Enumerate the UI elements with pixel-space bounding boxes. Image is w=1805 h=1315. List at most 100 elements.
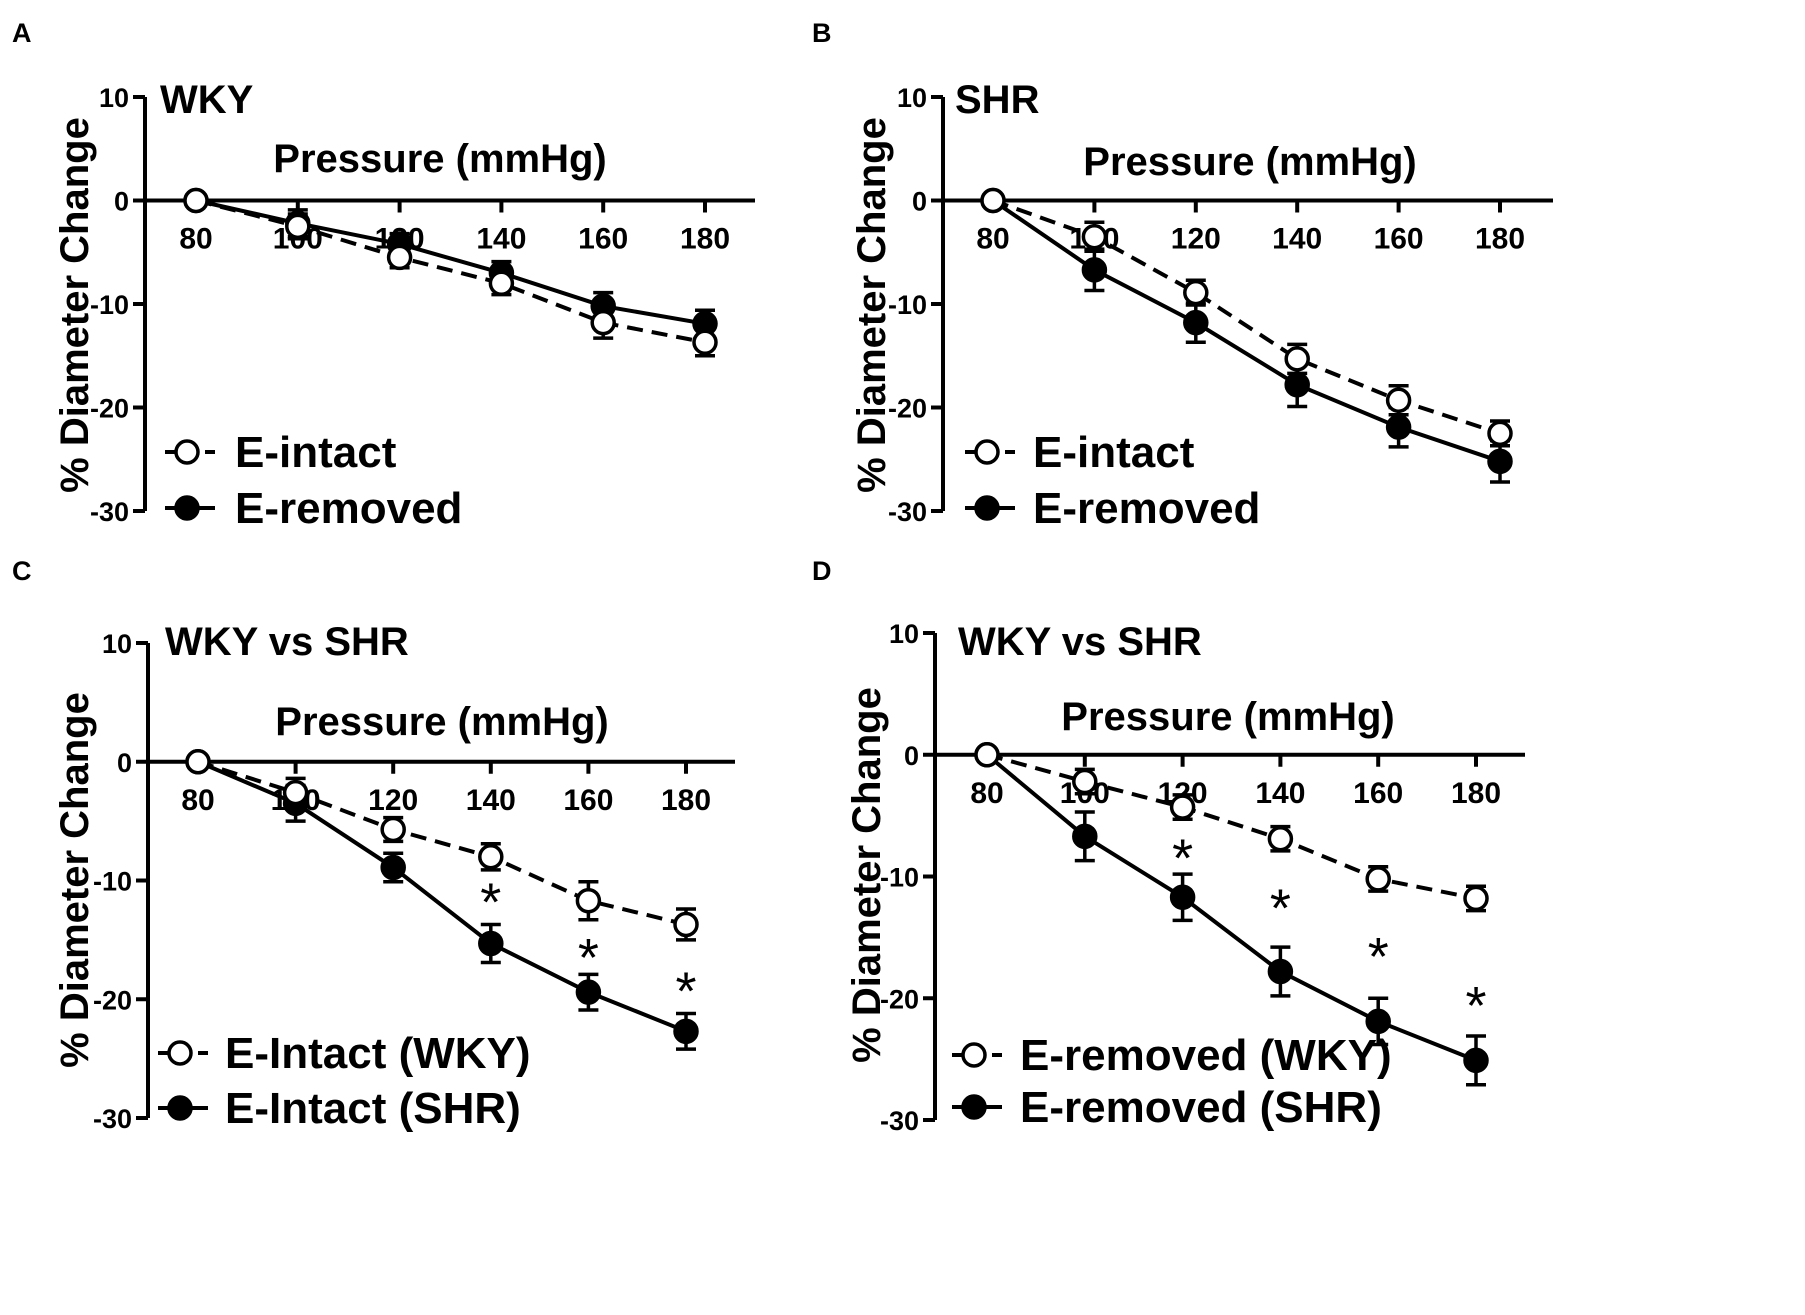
x-tick-label: 160 xyxy=(1353,777,1403,810)
y-axis-label: % Diameter Change xyxy=(845,687,889,1063)
significance-star: * xyxy=(1172,829,1193,889)
data-point xyxy=(1081,223,1108,250)
legend-label: E-Intact (SHR) xyxy=(225,1084,521,1133)
data-point xyxy=(673,911,699,938)
data-point xyxy=(478,844,504,870)
data-point xyxy=(1365,866,1391,892)
legend-entry: E-intact xyxy=(165,428,397,477)
panel-title: WKY vs SHR xyxy=(958,620,1202,664)
legend-entry: E-removed (SHR) xyxy=(952,1083,1382,1132)
x-tick-label: 120 xyxy=(368,784,418,817)
data-point xyxy=(673,1018,699,1045)
x-tick-label: 80 xyxy=(179,223,212,256)
x-tick-label: 180 xyxy=(661,784,711,817)
data-point xyxy=(183,187,209,214)
legend-entry: E-intact xyxy=(965,428,1195,477)
panel-title: WKY xyxy=(160,78,254,122)
significance-star: * xyxy=(578,928,599,988)
data-point xyxy=(478,930,504,957)
data-point xyxy=(386,244,413,271)
legend-entry: E-removed xyxy=(965,484,1260,533)
x-tick-label: 80 xyxy=(970,777,1003,810)
x-tick-label: 140 xyxy=(1255,777,1305,810)
y-tick-label: -20 xyxy=(93,985,132,1015)
data-point xyxy=(1284,371,1310,398)
data-point xyxy=(590,309,616,336)
x-tick-label: 80 xyxy=(181,784,214,817)
y-tick-label: -10 xyxy=(93,867,132,897)
significance-star: * xyxy=(480,872,501,932)
series-line xyxy=(195,198,706,326)
panel-letter: D xyxy=(812,556,832,586)
data-point xyxy=(1267,958,1294,985)
legend-marker xyxy=(974,495,1000,521)
x-tick-label: 160 xyxy=(578,223,628,256)
y-tick-label: 0 xyxy=(912,187,927,217)
series-line xyxy=(195,198,706,345)
x-tick-label: 180 xyxy=(1451,777,1501,810)
series-open xyxy=(980,187,1513,448)
legend-entry: E-removed xyxy=(165,484,462,533)
significance-star: * xyxy=(675,961,696,1021)
x-axis-label: Pressure (mmHg) xyxy=(275,700,608,744)
data-point xyxy=(285,213,311,240)
y-tick-label: 0 xyxy=(904,741,919,771)
significance-star: * xyxy=(1368,927,1389,987)
legend-label: E-removed (SHR) xyxy=(1020,1083,1382,1132)
data-point xyxy=(380,854,406,881)
legend-label: E-removed xyxy=(1033,484,1260,533)
x-axis-label: Pressure (mmHg) xyxy=(1061,695,1394,739)
y-tick-label: 10 xyxy=(99,83,129,113)
x-tick-label: 140 xyxy=(466,784,516,817)
significance-star: * xyxy=(1270,879,1291,939)
x-axis-label: Pressure (mmHg) xyxy=(1083,140,1416,184)
y-tick-label: -10 xyxy=(880,863,919,893)
series-filled xyxy=(185,749,699,1051)
y-tick-label: -30 xyxy=(888,497,927,527)
legend-marker xyxy=(167,1040,193,1066)
y-axis-label: % Diameter Change xyxy=(53,692,97,1068)
y-tick-label: 10 xyxy=(889,619,919,649)
data-point xyxy=(185,749,211,775)
y-tick-label: -30 xyxy=(880,1106,919,1136)
series-line xyxy=(197,759,687,1034)
y-tick-label: -10 xyxy=(90,290,129,320)
series-open xyxy=(974,742,1489,913)
data-point xyxy=(1385,414,1412,440)
data-point xyxy=(1072,823,1098,850)
legend-marker xyxy=(961,1094,987,1120)
legend-entry: E-removed (WKY) xyxy=(952,1031,1392,1080)
series-line xyxy=(986,752,1477,901)
y-tick-label: -20 xyxy=(90,394,129,424)
y-axis-label: % Diameter Change xyxy=(53,117,97,493)
y-tick-label: -20 xyxy=(888,394,927,424)
data-point xyxy=(980,187,1006,214)
data-point xyxy=(1487,420,1513,447)
y-tick-label: 0 xyxy=(117,748,132,778)
data-point xyxy=(488,270,515,297)
panel-letter: B xyxy=(812,18,832,48)
panel-letter: A xyxy=(12,18,32,48)
data-point xyxy=(1267,826,1294,852)
y-tick-label: 10 xyxy=(102,629,132,659)
data-point xyxy=(1081,257,1108,283)
data-point xyxy=(575,887,602,914)
series-open xyxy=(183,187,718,358)
y-tick-label: 10 xyxy=(897,83,927,113)
data-point xyxy=(1463,885,1489,912)
data-point xyxy=(1183,279,1209,306)
panel-title: WKY vs SHR xyxy=(165,620,409,664)
legend-label: E-removed (WKY) xyxy=(1020,1031,1392,1080)
legend-label: E-intact xyxy=(235,428,397,477)
series-open xyxy=(185,749,699,942)
y-tick-label: -30 xyxy=(93,1104,132,1134)
series-filled xyxy=(183,187,718,339)
x-tick-label: 140 xyxy=(476,223,526,256)
series-line xyxy=(197,759,687,927)
legend-marker xyxy=(974,439,1000,465)
legend-marker xyxy=(961,1042,987,1068)
panel-b: B100-10-20-3080100120140160180SHRPressur… xyxy=(812,18,1553,533)
